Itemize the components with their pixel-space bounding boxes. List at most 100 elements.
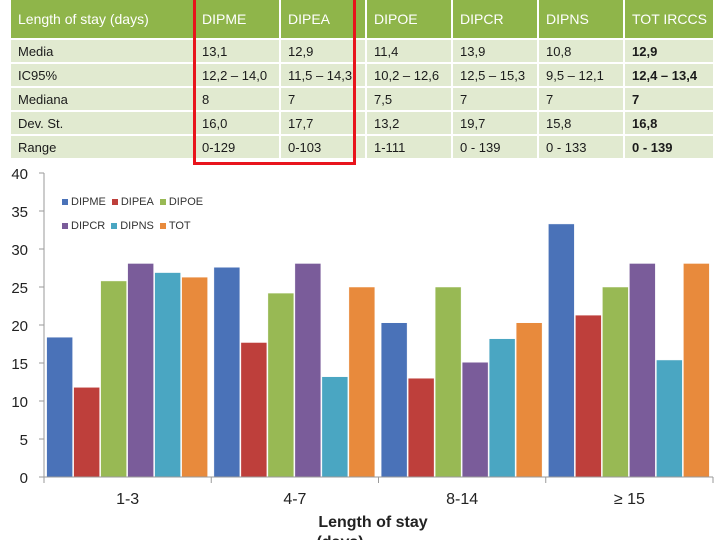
legend-item: DIPOE <box>159 196 204 208</box>
legend-swatch <box>62 199 68 205</box>
header-cell: TOT IRCCS <box>624 0 715 40</box>
bar-dipoe-0 <box>100 280 127 478</box>
row-label: Mediana <box>11 87 195 112</box>
bar-dipme-2 <box>380 322 408 478</box>
table-cell: 0 - 139 <box>624 135 715 160</box>
table-cell: 12,9 <box>280 39 367 64</box>
table-cell: 12,5 – 15,3 <box>452 63 539 88</box>
bar-dipcr-2 <box>461 361 489 478</box>
bar-tot-3 <box>683 263 710 478</box>
table-cell: 12,2 – 14,0 <box>194 63 281 88</box>
legend-swatch <box>159 223 166 229</box>
legend-label: DIPNS <box>120 220 154 232</box>
bar-dipea-3 <box>575 314 602 478</box>
table-cell: 0-129 <box>194 135 281 160</box>
y-tick-label: 10 <box>11 394 28 411</box>
table-row: IC95% 12,2 – 14,0 11,5 – 14,3 10,2 – 12,… <box>11 63 715 88</box>
y-tick-label: 35 <box>11 204 28 221</box>
bar-dipns-0 <box>154 272 181 478</box>
bar-dipoe-2 <box>434 286 462 478</box>
bar-dipea-1 <box>240 342 268 478</box>
table-cell: 7 <box>280 87 367 112</box>
bar-dipme-3 <box>548 223 575 478</box>
row-label: Range <box>11 135 195 160</box>
bar-dipns-2 <box>488 338 516 478</box>
x-axis-title: Length of stay(days) <box>316 514 427 540</box>
table-cell: 10,2 – 12,6 <box>366 63 453 88</box>
legend-item: DIPEA <box>111 196 154 208</box>
y-tick-label: 20 <box>11 318 28 335</box>
legend-label: DIPOE <box>168 196 204 208</box>
bar-dipoe-1 <box>267 292 295 478</box>
legend-label: DIPME <box>71 196 106 208</box>
table-cell: 1-111 <box>366 135 453 160</box>
table-cell: 12,9 <box>624 39 715 64</box>
header-cell: Length of stay (days) <box>11 0 195 40</box>
y-tick-label: 25 <box>11 280 28 297</box>
stats-table: Length of stay (days) DIPME DIPEA DIPOE … <box>11 0 715 160</box>
table-row: Range 0-129 0-103 1-111 0 - 139 0 - 133 … <box>11 135 715 160</box>
table-row: Dev. St. 16,0 17,7 13,2 19,7 15,8 16,8 <box>11 111 715 136</box>
legend-swatch <box>111 199 118 205</box>
bar-tot-2 <box>515 322 543 478</box>
table-cell: 13,2 <box>366 111 453 136</box>
dipme-dipea-highlight-box <box>193 0 356 165</box>
table-cell: 7 <box>538 87 625 112</box>
bar-dipea-0 <box>73 387 100 478</box>
legend-swatch <box>159 199 166 205</box>
bar-dipns-3 <box>656 359 683 478</box>
table-cell: 10,8 <box>538 39 625 64</box>
bar-dipoe-3 <box>602 286 629 478</box>
header-cell: DIPCR <box>452 0 539 40</box>
table-cell: 16,0 <box>194 111 281 136</box>
bar-tot-1 <box>348 286 376 478</box>
y-tick-label: 5 <box>20 432 28 449</box>
table-header-row: Length of stay (days) DIPME DIPEA DIPOE … <box>11 0 715 40</box>
table-cell: 7 <box>624 87 715 112</box>
legend-swatch <box>62 223 68 229</box>
x-tick-label: 4-7 <box>283 491 306 508</box>
table-cell: 11,4 <box>366 39 453 64</box>
table-cell: 13,9 <box>452 39 539 64</box>
bar-dipea-2 <box>407 377 435 478</box>
table-cell: 13,1 <box>194 39 281 64</box>
table-cell: 0 - 133 <box>538 135 625 160</box>
table-cell: 19,7 <box>452 111 539 136</box>
legend-item: TOT <box>159 220 191 232</box>
y-tick-label: 0 <box>20 470 28 487</box>
legend-label: DIPCR <box>71 220 106 232</box>
legend-label: TOT <box>168 220 191 232</box>
header-cell: DIPOE <box>366 0 453 40</box>
table-cell: 15,8 <box>538 111 625 136</box>
legend-item: DIPME <box>62 196 106 208</box>
legend-item: DIPNS <box>111 220 154 232</box>
table-cell: 9,5 – 12,1 <box>538 63 625 88</box>
x-tick-label: ≥ 15 <box>614 491 645 508</box>
bar-dipme-1 <box>213 266 241 478</box>
header-cell: DIPEA <box>280 0 367 40</box>
y-tick-label: 30 <box>11 242 28 259</box>
row-label: IC95% <box>11 63 195 88</box>
bar-dipcr-1 <box>294 263 322 478</box>
bar-tot-0 <box>181 276 208 478</box>
table-cell: 11,5 – 14,3 <box>280 63 367 88</box>
x-tick-label: 1-3 <box>116 491 139 508</box>
table-cell: 7 <box>452 87 539 112</box>
chart-legend: DIPME DIPEA DIPOE DIPCR DIPNS TOT <box>62 190 209 238</box>
legend-swatch <box>111 223 118 229</box>
y-tick-label: 40 <box>11 166 28 183</box>
table-cell: 0 - 139 <box>452 135 539 160</box>
row-label: Dev. St. <box>11 111 195 136</box>
bar-dipcr-0 <box>127 263 154 478</box>
table-cell: 8 <box>194 87 281 112</box>
legend-label: DIPEA <box>120 196 154 208</box>
bar-dipns-1 <box>321 376 349 478</box>
table-cell: 17,7 <box>280 111 367 136</box>
table-row: Mediana 8 7 7,5 7 7 7 <box>11 87 715 112</box>
bar-dipme-0 <box>46 336 73 478</box>
bar-dipcr-3 <box>629 263 656 478</box>
table-row: Media 13,1 12,9 11,4 13,9 10,8 12,9 <box>11 39 715 64</box>
y-tick-label: 15 <box>11 356 28 373</box>
table-cell: 12,4 – 13,4 <box>624 63 715 88</box>
